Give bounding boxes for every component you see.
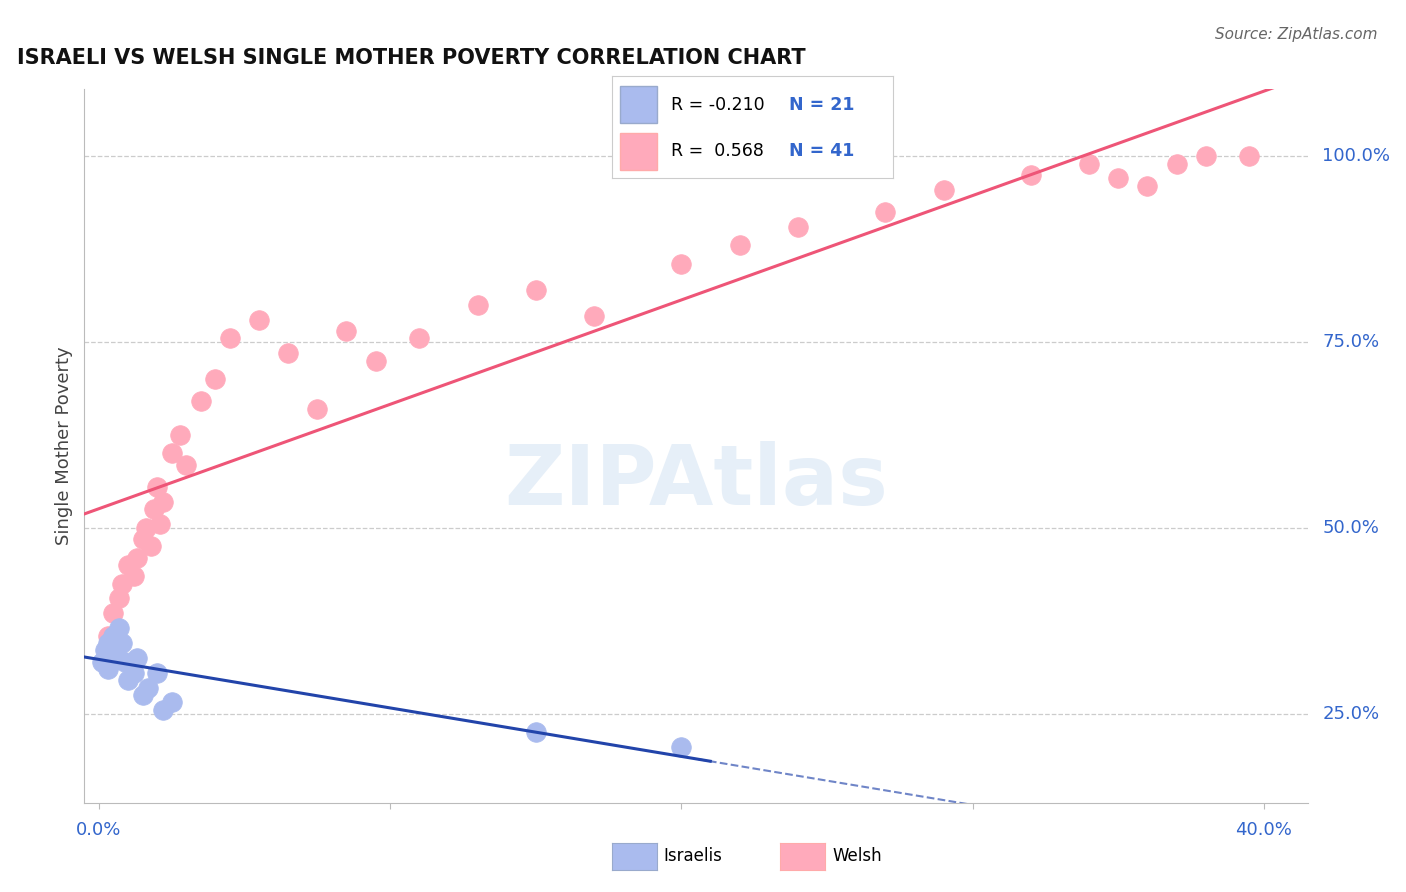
Point [122,569,145,583]
Point [160,446,183,460]
Point [111,636,134,650]
Point [364,353,387,368]
Text: 75.0%: 75.0% [1322,333,1379,351]
Point [105,640,128,654]
Point [467,298,489,312]
Text: ZIPAtlas: ZIPAtlas [503,442,889,522]
Text: Welsh: Welsh [832,847,882,865]
Y-axis label: Single Mother Poverty: Single Mother Poverty [55,347,73,545]
Point [152,703,174,717]
Point [204,372,226,386]
Point [111,576,134,591]
Point [1166,156,1188,170]
Point [97,662,120,676]
Point [141,539,163,553]
Point [135,521,157,535]
Text: ISRAELI VS WELSH SINGLE MOTHER POVERTY CORRELATION CHART: ISRAELI VS WELSH SINGLE MOTHER POVERTY C… [17,48,806,68]
Point [219,331,242,345]
Point [1019,168,1042,182]
Point [143,502,166,516]
Point [146,665,169,680]
Text: 25.0%: 25.0% [1322,705,1379,723]
Point [100,655,122,669]
Point [122,665,145,680]
Point [174,458,197,472]
Point [160,696,183,710]
Point [1136,178,1159,193]
Point [125,550,148,565]
Point [1195,149,1218,163]
Point [108,591,131,606]
Text: 40.0%: 40.0% [1236,822,1292,839]
FancyBboxPatch shape [620,87,657,123]
Point [131,532,153,546]
Point [90,655,112,669]
Point [108,621,131,635]
Point [932,183,955,197]
Point [93,643,115,657]
Point [583,309,606,323]
Text: 100.0%: 100.0% [1322,147,1391,165]
Text: R =  0.568: R = 0.568 [671,142,763,160]
Point [103,629,125,643]
Point [131,688,153,702]
Point [114,655,136,669]
Point [190,394,212,409]
Point [408,331,430,345]
Text: Israelis: Israelis [664,847,723,865]
Text: 50.0%: 50.0% [1322,519,1379,537]
Text: 0.0%: 0.0% [76,822,121,839]
Point [1107,171,1129,186]
Point [97,636,120,650]
Point [787,219,810,234]
Point [125,651,148,665]
Text: R = -0.210: R = -0.210 [671,95,765,113]
Point [152,494,174,508]
Point [117,673,139,688]
Point [247,312,270,326]
Point [277,346,299,360]
Point [671,257,693,271]
Text: Source: ZipAtlas.com: Source: ZipAtlas.com [1215,27,1378,42]
Point [1078,156,1101,170]
Point [875,205,897,219]
Point [146,480,169,494]
Text: N = 41: N = 41 [789,142,853,160]
Point [671,740,693,755]
Point [307,401,329,416]
Text: N = 21: N = 21 [789,95,855,113]
Point [97,629,120,643]
Point [103,607,125,621]
Point [335,324,357,338]
Point [149,517,172,532]
Point [138,681,160,695]
Point [169,428,191,442]
Point [524,283,547,297]
Point [1239,149,1261,163]
Point [103,643,125,657]
Point [524,725,547,739]
Point [117,558,139,572]
Point [728,238,751,252]
FancyBboxPatch shape [620,133,657,170]
